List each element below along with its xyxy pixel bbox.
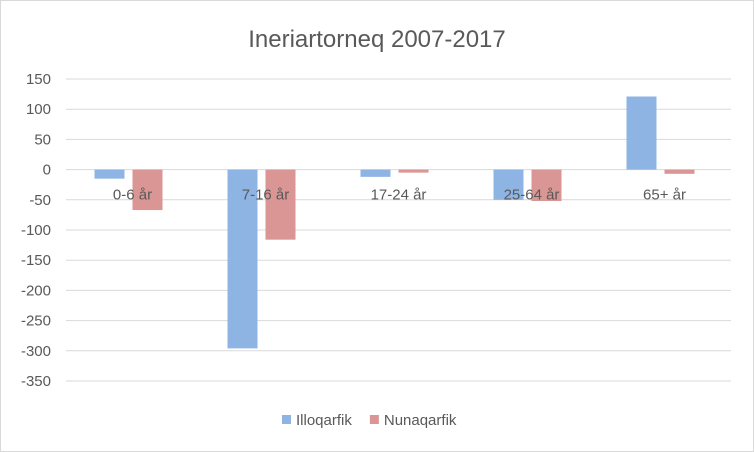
y-tick-label: 150 <box>26 71 51 88</box>
y-tick-label: -100 <box>21 222 51 239</box>
y-tick-label: -350 <box>21 373 51 390</box>
x-tick-label: 0-6 år <box>113 187 152 204</box>
x-tick-label: 7-16 år <box>242 187 290 204</box>
bar-illoqarfik-0 <box>94 169 125 179</box>
bar-illoqarfik-2 <box>360 169 391 177</box>
y-tick-label: 50 <box>34 131 51 148</box>
y-tick-label: 100 <box>26 101 51 118</box>
chart-title: Ineriartorneq 2007-2017 <box>248 26 506 53</box>
x-tick-label: 17-24 år <box>371 187 427 204</box>
y-tick-label: -250 <box>21 313 51 330</box>
bar-nunaqarfik-3 <box>531 169 562 202</box>
bar-illoqarfik-1 <box>227 169 258 349</box>
bar-nunaqarfik-2 <box>398 169 429 173</box>
bar-nunaqarfik-0 <box>132 169 163 211</box>
y-tick-label: -50 <box>29 192 51 209</box>
y-tick-label: -200 <box>21 282 51 299</box>
legend-swatch <box>282 415 291 424</box>
legend-swatch <box>369 415 379 424</box>
x-tick-label: 25-64 år <box>504 187 560 204</box>
y-tick-label: -150 <box>21 252 51 269</box>
bar-nunaqarfik-4 <box>664 169 695 174</box>
legend-label: Nunaqarfik <box>384 412 457 429</box>
y-tick-label: 0 <box>43 162 51 179</box>
bar-illoqarfik-3 <box>493 169 524 200</box>
bar-illoqarfik-4 <box>626 96 657 170</box>
bar-nunaqarfik-1 <box>265 169 296 240</box>
legend-label: Illoqarfik <box>296 412 352 429</box>
x-tick-label: 65+ år <box>643 187 686 204</box>
y-tick-label: -300 <box>21 343 51 360</box>
